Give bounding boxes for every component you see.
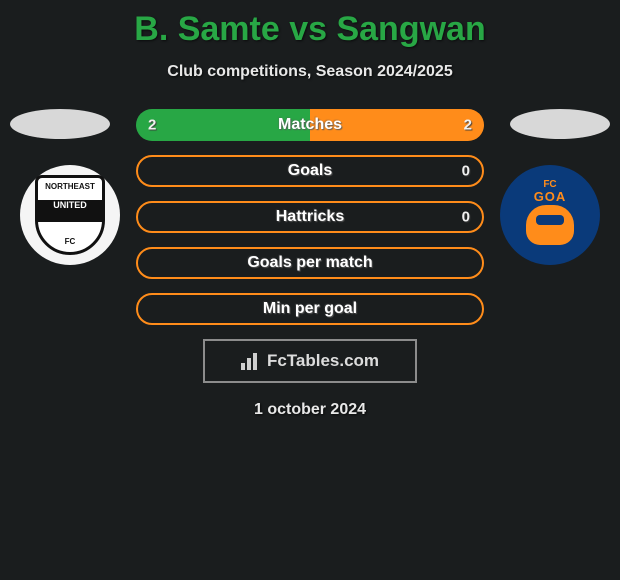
- stat-label: Goals per match: [247, 254, 372, 272]
- player-left-ellipse: [10, 109, 110, 139]
- stat-row: 2 2 Matches: [136, 109, 484, 141]
- stat-label: Goals: [288, 162, 332, 180]
- badge-top-text: NORTHEAST: [45, 182, 95, 191]
- badge-band: UNITED: [38, 200, 102, 222]
- chart-icon: [241, 352, 263, 370]
- northeast-united-badge: NORTHEAST UNITED FC: [35, 175, 105, 255]
- page-title: B. Samte vs Sangwan: [0, 0, 620, 49]
- fc-goa-badge: FC GOA: [512, 177, 588, 253]
- watermark-text: FcTables.com: [267, 351, 379, 371]
- subtitle: Club competitions, Season 2024/2025: [0, 63, 620, 81]
- stat-row: 0 Goals: [136, 155, 484, 187]
- player-right-ellipse: [510, 109, 610, 139]
- stat-value-left: 2: [148, 117, 156, 134]
- stat-row: Goals per match: [136, 247, 484, 279]
- stat-label: Hattricks: [276, 208, 344, 226]
- stat-bars-container: 2 2 Matches 0 Goals 0 Hattricks Goals per match…: [136, 109, 484, 325]
- stat-row: 0 Hattricks: [136, 201, 484, 233]
- team-right-logo: FC GOA: [500, 165, 600, 265]
- comparison-area: NORTHEAST UNITED FC FC GOA 2 2 Matches 0 Goa…: [0, 109, 620, 419]
- date-text: 1 october 2024: [0, 401, 620, 419]
- stat-value-right: 2: [464, 117, 472, 134]
- stat-row: Min per goal: [136, 293, 484, 325]
- goa-helmet-icon: [526, 205, 574, 245]
- stat-value-right: 0: [462, 163, 470, 180]
- stat-label: Matches: [278, 116, 342, 134]
- stat-value-right: 0: [462, 209, 470, 226]
- stat-label: Min per goal: [263, 300, 357, 318]
- team-left-logo: NORTHEAST UNITED FC: [20, 165, 120, 265]
- goa-text: GOA: [512, 189, 588, 204]
- watermark: FcTables.com: [203, 339, 417, 383]
- badge-fc: FC: [65, 237, 76, 246]
